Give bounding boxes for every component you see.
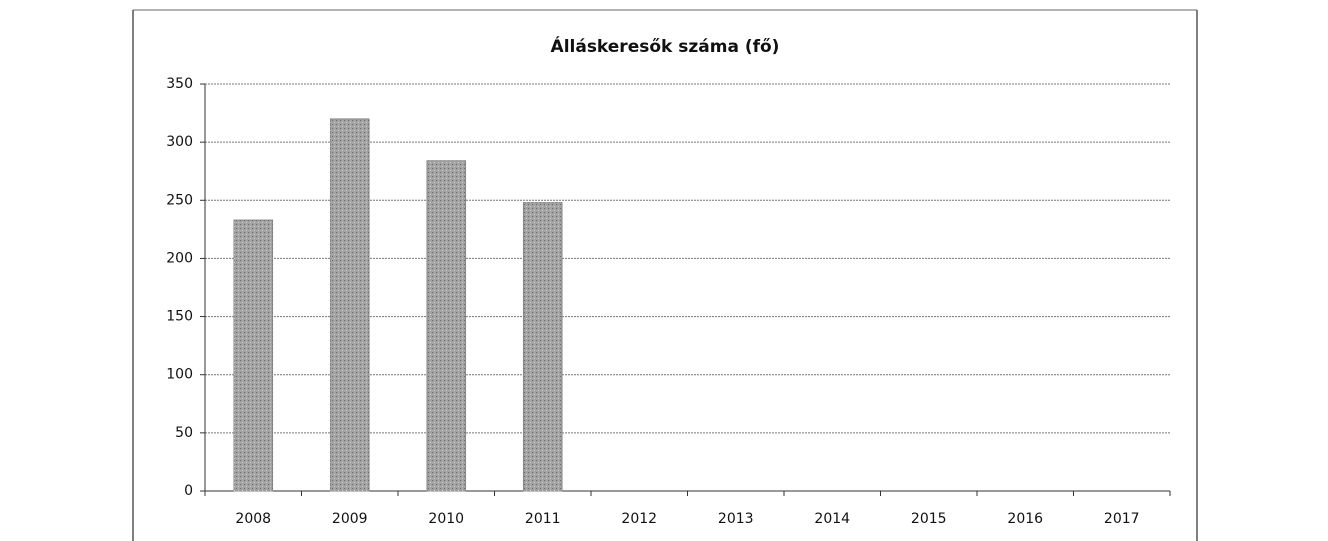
x-tick-label: 2013 (718, 511, 754, 527)
chart-title: Álláskeresők száma (fő) (551, 35, 780, 57)
y-tick-label: 200 (166, 250, 193, 266)
x-tick-label: 2011 (525, 511, 561, 527)
y-tick-label: 0 (184, 483, 193, 499)
x-tick-label: 2016 (1007, 511, 1043, 527)
bar-texture (523, 202, 563, 491)
y-tick-label: 150 (166, 309, 193, 325)
y-tick-label: 250 (166, 192, 193, 208)
x-tick-label: 2010 (428, 511, 464, 527)
y-tick-label: 350 (166, 76, 193, 92)
y-tick-label: 300 (166, 134, 193, 150)
x-tick-label: 2015 (911, 511, 947, 527)
bar-texture (330, 118, 370, 491)
y-tick-label: 100 (166, 367, 193, 383)
x-tick-label: 2012 (621, 511, 657, 527)
x-tick-label: 2017 (1104, 511, 1140, 527)
x-tick-label: 2009 (332, 511, 368, 527)
x-tick-label: 2008 (235, 511, 271, 527)
bar-texture (233, 220, 273, 491)
x-tick-label: 2014 (814, 511, 850, 527)
bar-texture (426, 160, 466, 491)
y-tick-label: 50 (175, 425, 193, 441)
